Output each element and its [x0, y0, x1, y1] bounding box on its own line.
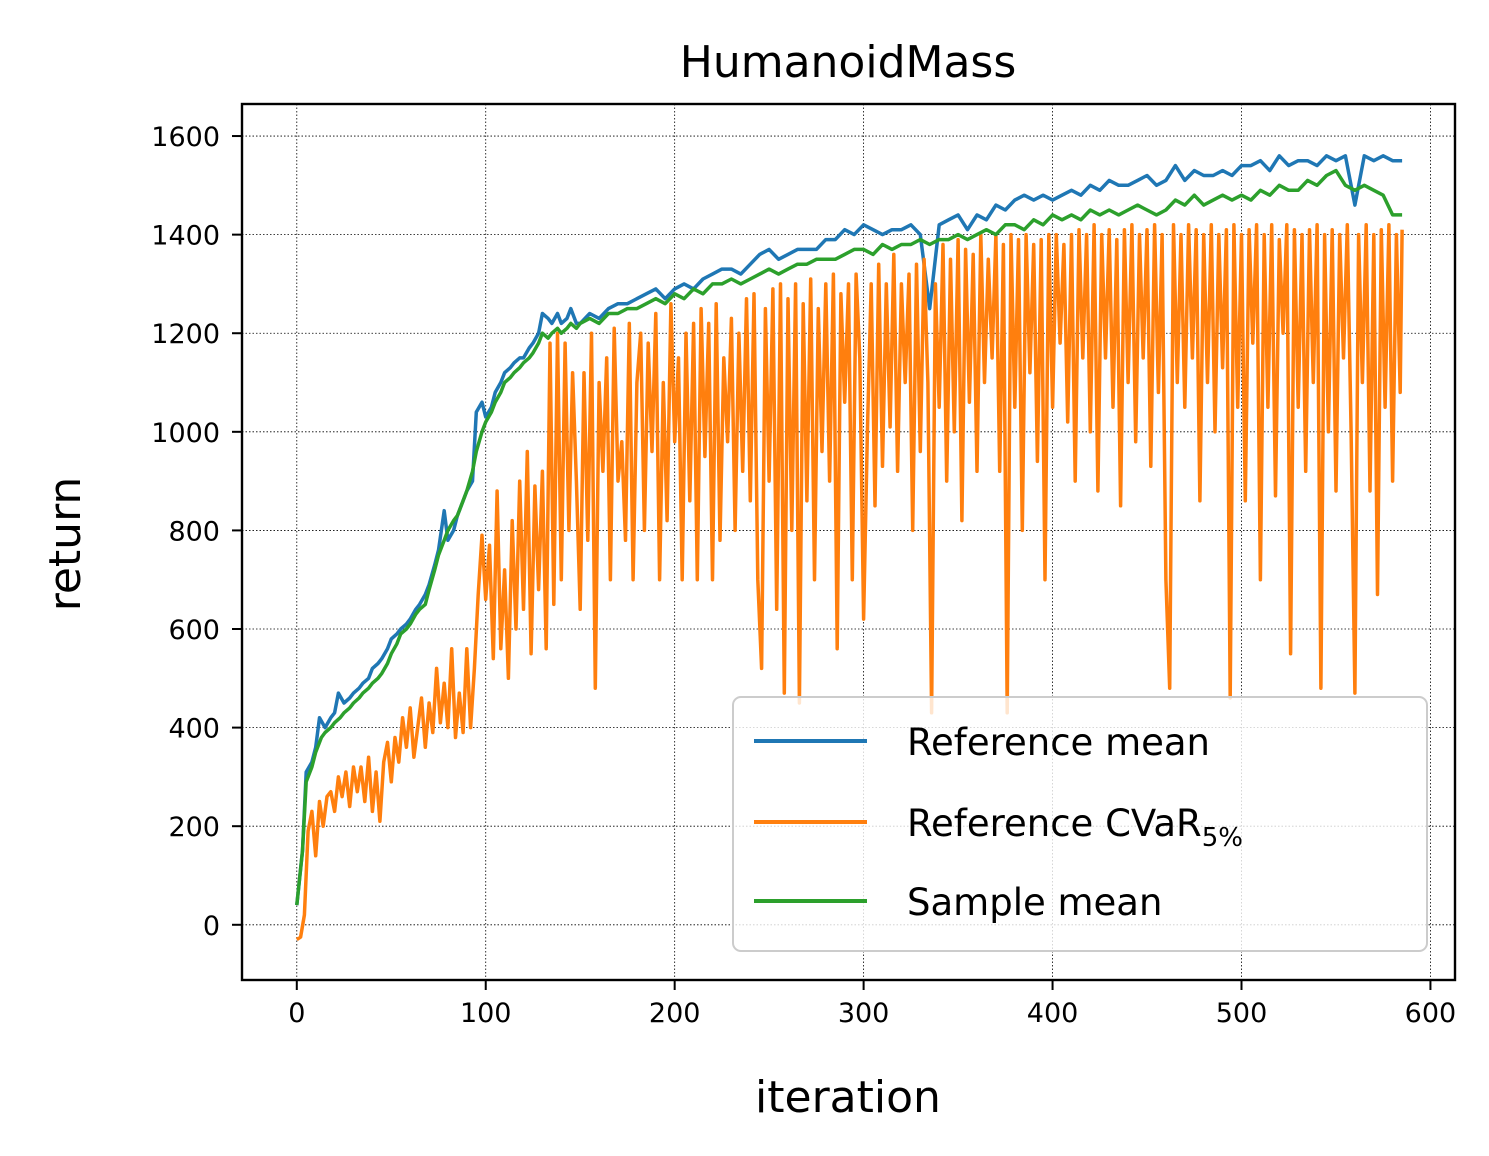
legend-box: [732, 696, 1428, 952]
x-tick-label: 300: [838, 998, 890, 1029]
y-tick-label: 1200: [151, 319, 220, 350]
y-tick-label: 1600: [151, 122, 220, 153]
legend-label-sample-mean: Sample mean: [907, 881, 1162, 924]
x-tick-label: 600: [1405, 998, 1457, 1029]
y-tick-label: 400: [168, 714, 220, 745]
y-tick-label: 1000: [151, 418, 220, 449]
series-lines: [295, 154, 1404, 942]
reference-cvar-line: [295, 223, 1404, 942]
axis-ticks: 0 100 200 300 400 500 600 0 200 400 600 800 1000 1200…: [151, 122, 1456, 1029]
x-tick-label: 100: [460, 998, 512, 1029]
chart-title: HumanoidMass: [680, 37, 1017, 88]
plot-frame: [240, 102, 1457, 982]
y-tick-label: 0: [203, 911, 220, 942]
y-tick-label: 800: [168, 516, 220, 547]
x-tick-label: 0: [288, 998, 305, 1029]
y-tick-label: 1400: [151, 221, 220, 252]
x-tick-label: 200: [649, 998, 701, 1029]
sample-mean-line: [295, 168, 1403, 906]
x-tick-label: 500: [1216, 998, 1268, 1029]
legend: Reference mean Reference CVaR5% Sample m…: [732, 696, 1428, 952]
legend-label-reference-cvar-subscript: 5%: [1202, 823, 1243, 853]
y-tick-label: 600: [168, 615, 220, 646]
legend-label-reference-cvar-main: Reference CVaR: [907, 802, 1202, 845]
legend-label-reference-mean: Reference mean: [907, 721, 1210, 764]
y-axis-title: return: [40, 477, 91, 612]
x-axis-title: iteration: [755, 1072, 941, 1123]
x-tick-label: 400: [1027, 998, 1079, 1029]
reference-mean-line: [295, 154, 1403, 906]
legend-label-reference-cvar: Reference CVaR5%: [907, 802, 1243, 853]
y-tick-label: 200: [168, 812, 220, 843]
